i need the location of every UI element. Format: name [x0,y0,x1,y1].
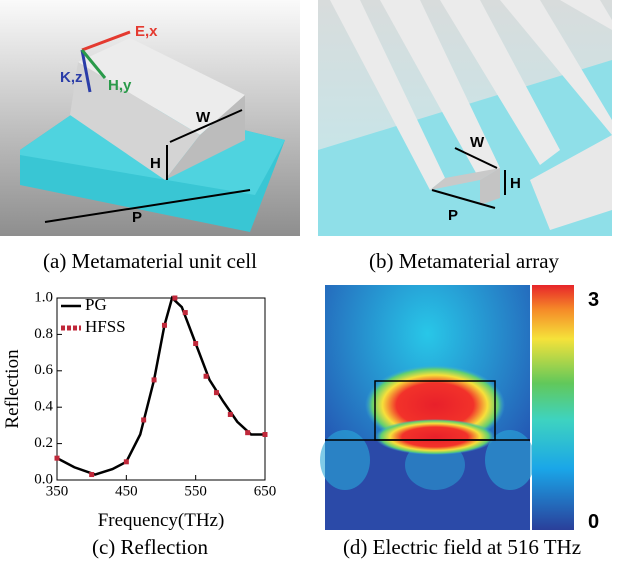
legend-label: HFSS [85,317,126,336]
caption: (b) Metamaterial array [369,249,560,273]
hfss-marker [162,323,167,328]
field-label: K,z [60,69,83,86]
hfss-marker [55,456,60,461]
dim-label: W [196,109,211,126]
dim-label: P [132,209,142,226]
hfss-marker [89,472,94,477]
x-tick-label: 450 [115,483,138,499]
hfss-marker [172,296,177,301]
y-tick-label: 0.4 [34,399,53,415]
figure: E,x K,z H,y W H P (a) Metamaterial unit … [0,0,618,563]
x-axis-label: Frequency(THz) [98,510,225,531]
x-tick-label: 650 [254,483,277,499]
x-tick-label: 350 [46,483,69,499]
y-tick-label: 0.8 [34,326,53,342]
field-map: 3 0 [320,285,599,533]
caption: (a) Metamaterial unit cell [43,249,257,273]
dim-label: H [510,175,521,192]
dim-label: P [448,207,458,224]
reflection-chart: Reflection Frequency(THz) 0.00.20.40.60.… [2,289,276,531]
colorbar-min: 0 [588,511,599,533]
array-render: W H P [318,0,612,236]
hfss-marker [152,377,157,382]
hfss-marker [183,310,188,315]
hfss-marker [263,432,268,437]
hfss-marker [214,390,219,395]
hfss-marker [141,417,146,422]
hfss-marker [228,412,233,417]
hfss-marker [204,374,209,379]
hfss-marker [193,341,198,346]
dim-label: H [150,155,161,172]
caption: (c) Reflection [92,535,209,559]
y-tick-label: 0.2 [34,435,53,451]
x-tick-label: 550 [184,483,207,499]
y-axis-label: Reflection [2,349,23,429]
dim-label: W [470,134,485,151]
legend-label: PG [85,295,107,314]
colorbar-max: 3 [588,289,599,311]
y-tick-label: 1.0 [34,289,53,305]
unit-cell-render: E,x K,z H,y W H P [0,0,300,236]
y-tick-label: 0.6 [34,362,53,378]
hfss-marker [245,430,250,435]
hfss-marker [124,459,129,464]
field-label: E,x [135,23,158,40]
field-label: H,y [108,77,132,94]
caption: (d) Electric field at 516 THz [343,535,581,559]
